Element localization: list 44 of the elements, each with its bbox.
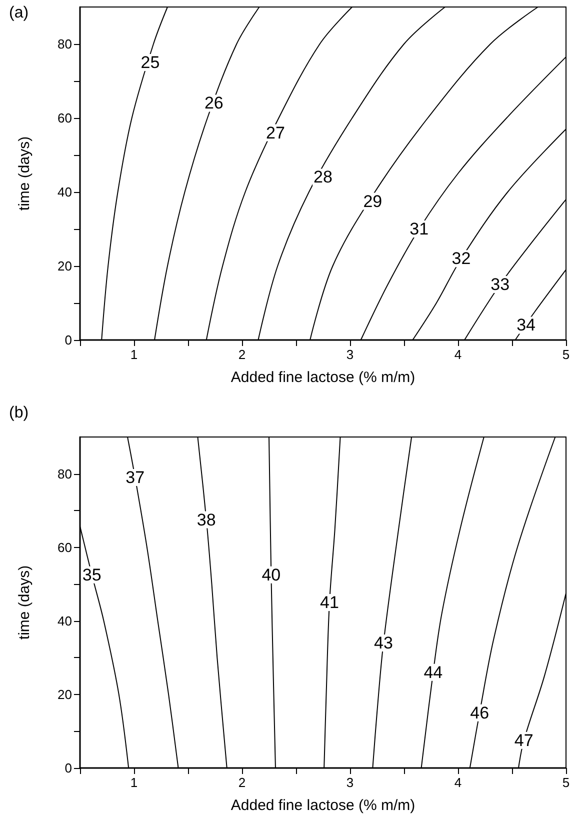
annotation: 41 [320, 593, 339, 612]
annotation: 38 [196, 510, 216, 530]
x-tick-label: 2 [238, 347, 246, 362]
x-tick-label: 5 [562, 775, 570, 790]
y-tick-label: 40 [58, 184, 72, 200]
x-tick-label: 4 [454, 347, 462, 362]
annotation: 29 [363, 192, 382, 211]
annotation: 35 [82, 565, 102, 584]
y-tick-label: 60 [58, 540, 72, 555]
y-tick-label: 40 [58, 613, 72, 628]
annotation: 47 [514, 730, 534, 750]
annotation: 28 [314, 168, 332, 187]
y-axis-title: time (days) [16, 136, 33, 211]
x-tick-label: 1 [130, 775, 138, 790]
annotation: 44 [424, 662, 443, 682]
x-tick-label: 4 [454, 775, 462, 790]
annotation: 37 [126, 468, 145, 487]
annotation: 25 [140, 53, 160, 72]
annotation: 32 [452, 249, 471, 268]
annotation: 40 [262, 565, 281, 584]
x-tick-label: 3 [346, 347, 354, 362]
chart-title: (b) [9, 404, 29, 422]
y-tick-label: 20 [58, 258, 72, 274]
x-tick-label: 3 [346, 775, 354, 790]
annotation: 34 [516, 316, 536, 335]
x-tick-label: 1 [130, 347, 138, 362]
annotation: 43 [374, 633, 393, 652]
x-axis-title: Added fine lactose (% m/m) [230, 797, 416, 814]
annotation: 33 [490, 275, 510, 294]
y-tick-label: 0 [64, 332, 72, 348]
annotation: 46 [470, 703, 490, 722]
x-axis-title: Added fine lactose (% m/m) [230, 369, 416, 386]
annotation: 27 [266, 123, 285, 142]
y-tick-label: 20 [58, 686, 72, 702]
y-tick-label: 80 [58, 36, 72, 52]
x-tick-label: 2 [238, 775, 246, 790]
y-tick-label: 0 [64, 760, 72, 776]
chart-title: (a) [9, 4, 29, 22]
y-tick-label: 60 [58, 110, 72, 126]
annotation: 31 [410, 220, 429, 238]
annotation: 26 [204, 94, 224, 113]
y-axis-title: time (days) [16, 565, 33, 640]
x-tick-label: 5 [562, 347, 570, 362]
y-tick-label: 80 [58, 466, 72, 482]
